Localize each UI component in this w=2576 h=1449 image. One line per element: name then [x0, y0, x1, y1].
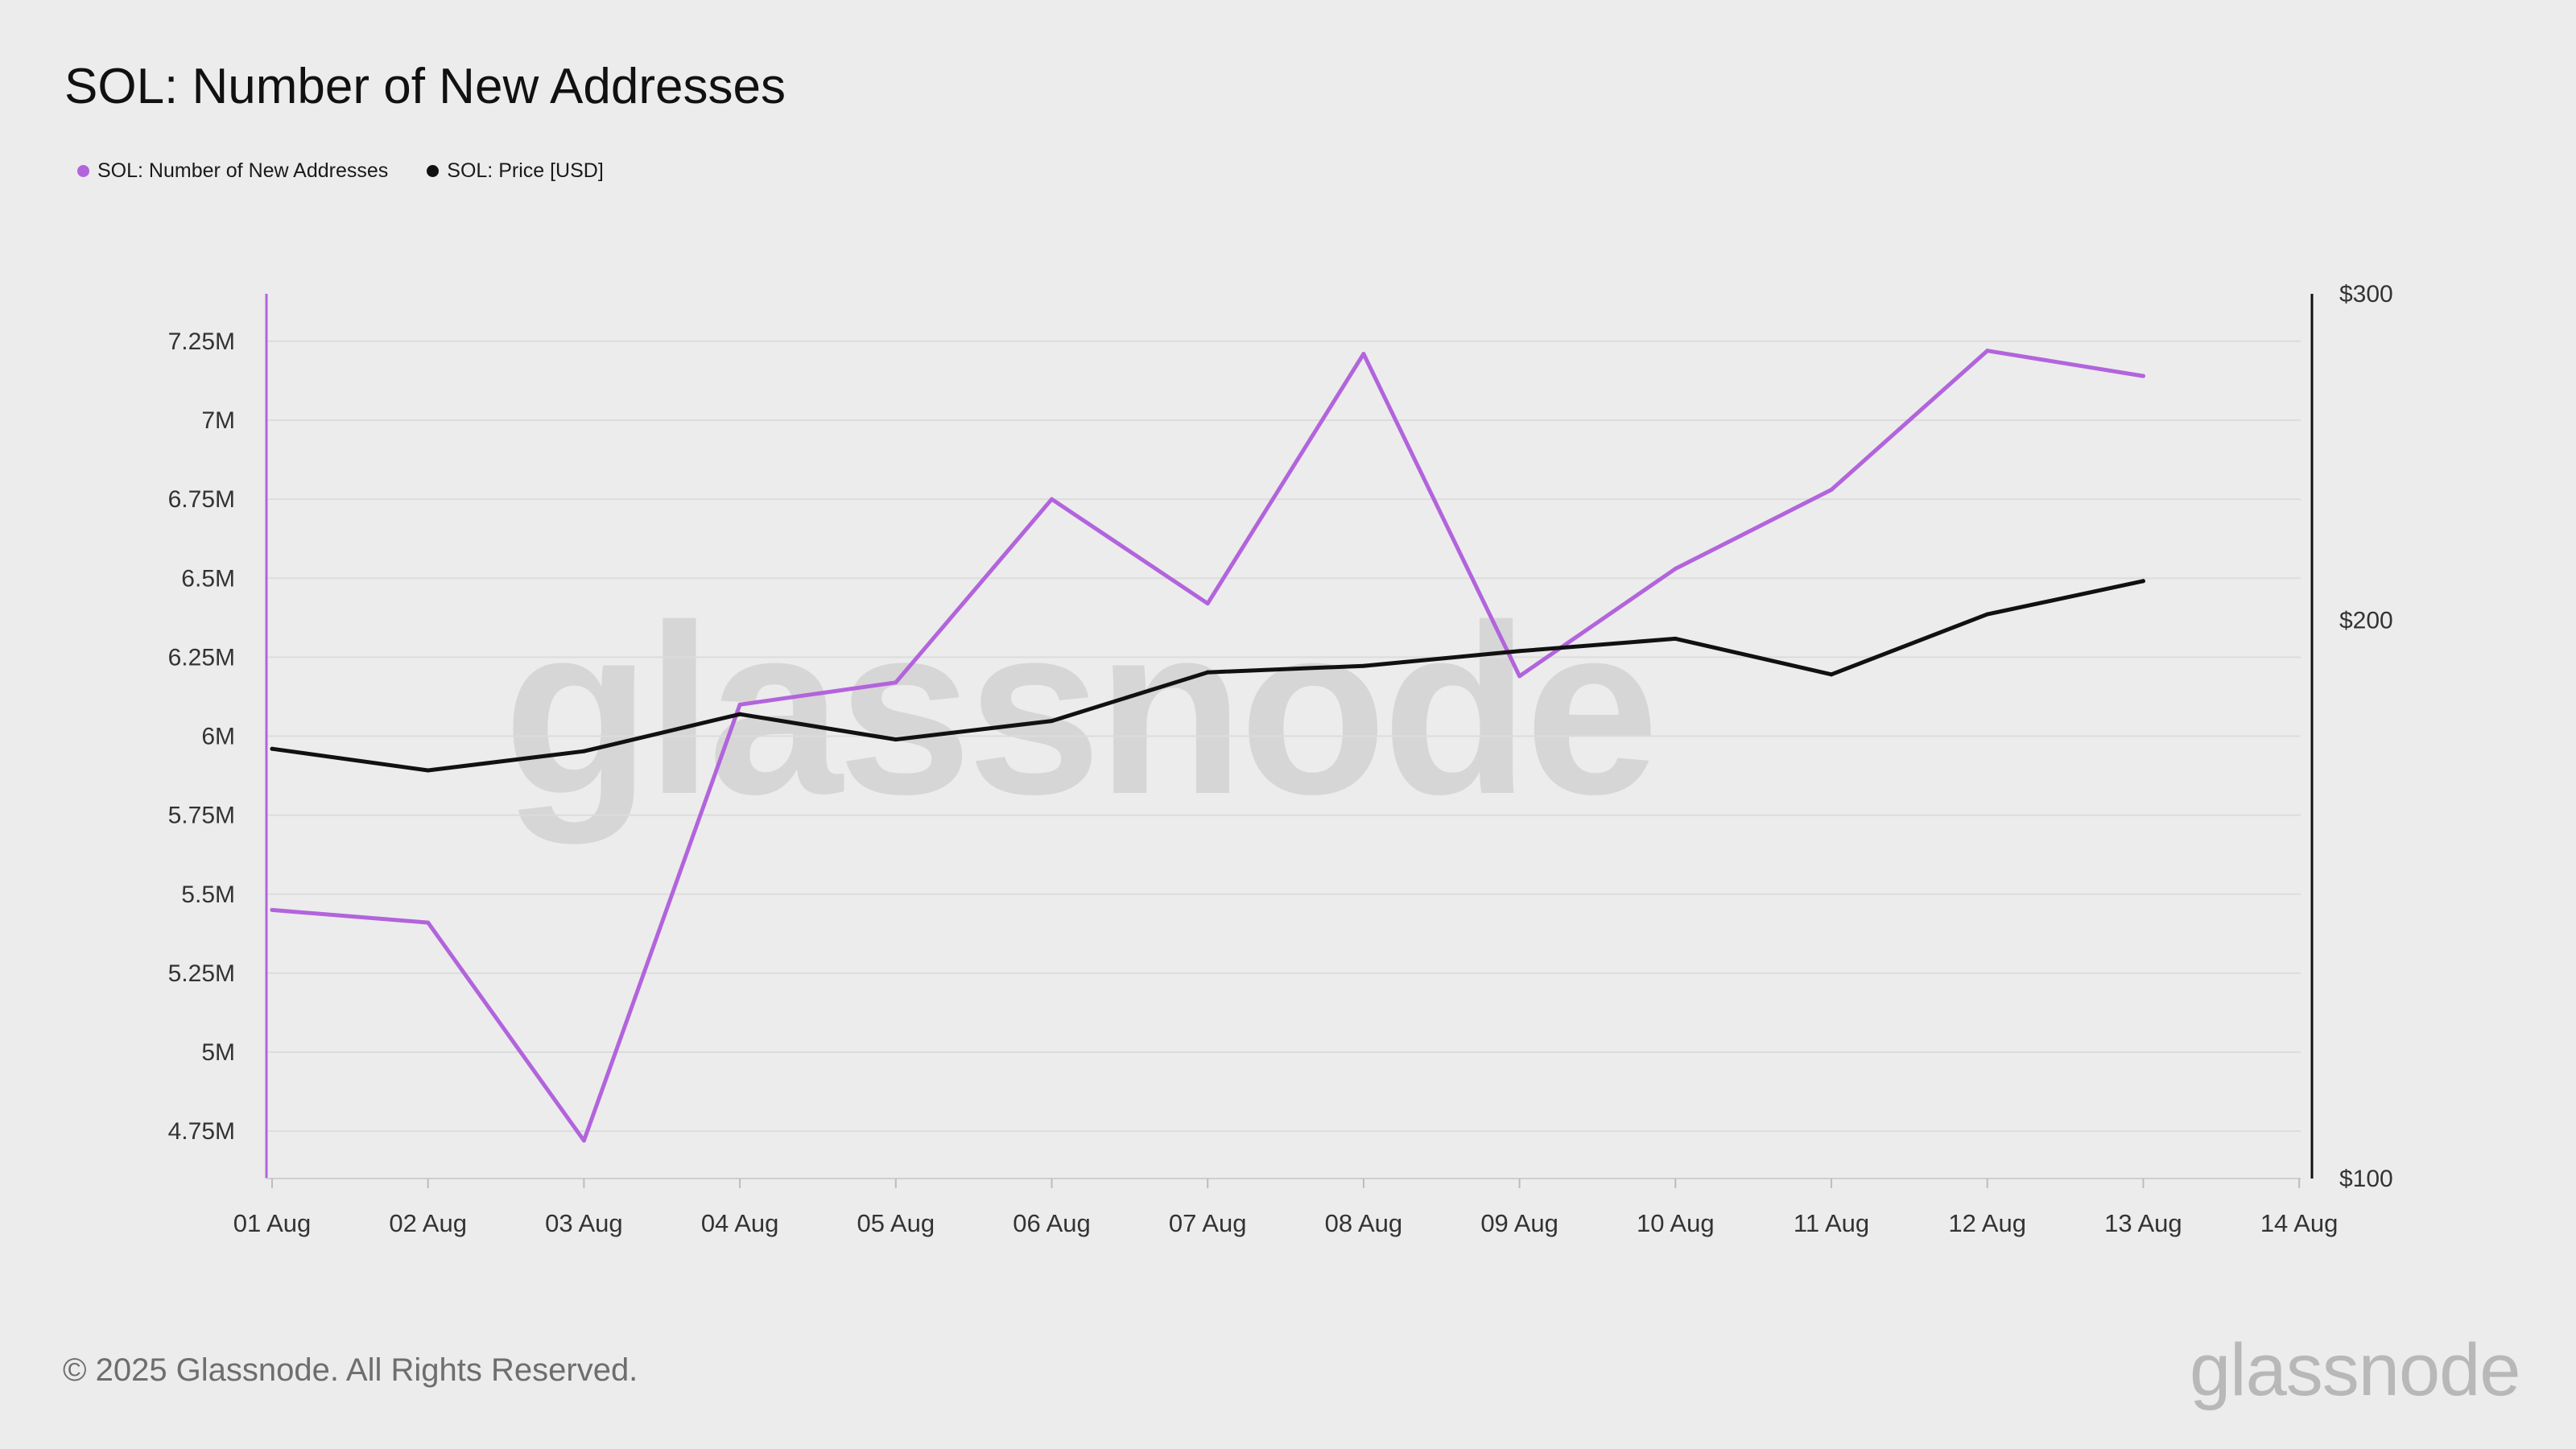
x-tick-label: 03 Aug [545, 1209, 623, 1237]
chart-title: SOL: Number of New Addresses [64, 59, 786, 114]
y-left-tick-label: 7M [201, 407, 235, 434]
data-point-new-addresses [1673, 566, 1678, 571]
data-point-new-addresses [1050, 497, 1054, 502]
y-left-tick-label: 6.5M [181, 565, 235, 592]
data-point-new-addresses [737, 702, 742, 707]
data-point-new-addresses [1829, 487, 1834, 492]
data-point-price [1050, 719, 1054, 724]
y-left-tick-label: 4.75M [168, 1118, 235, 1145]
y-left-tick-label: 5M [201, 1039, 235, 1066]
x-tick-label: 13 Aug [2104, 1209, 2182, 1237]
data-point-price [1985, 612, 1990, 617]
data-point-new-addresses [1361, 352, 1366, 357]
watermark-text: glassnode [503, 574, 1654, 846]
x-tick-label: 01 Aug [233, 1209, 312, 1237]
legend-label-price: SOL: Price [USD] [447, 159, 604, 182]
data-point-price [581, 749, 586, 753]
data-point-price [270, 746, 275, 751]
data-point-new-addresses [894, 680, 898, 685]
data-point-new-addresses [2140, 374, 2145, 378]
data-point-new-addresses [1985, 349, 1990, 353]
data-point-new-addresses [1517, 674, 1522, 679]
data-point-new-addresses [1205, 601, 1210, 606]
copyright-footer: © 2025 Glassnode. All Rights Reserved. [63, 1352, 638, 1388]
y-left-tick-label: 6M [201, 724, 235, 750]
x-tick-label: 05 Aug [857, 1209, 935, 1237]
data-point-price [1517, 649, 1522, 654]
x-tick-label: 12 Aug [1948, 1209, 2026, 1237]
x-tick-label: 14 Aug [2260, 1209, 2339, 1237]
y-left-tick-label: 5.75M [168, 803, 235, 829]
chart-legend: SOL: Number of New Addresses SOL: Price … [77, 159, 604, 183]
y-left-tick-label: 5.25M [168, 960, 235, 987]
data-point-new-addresses [426, 920, 431, 925]
y-left-tick-label: 6.25M [168, 644, 235, 671]
legend-dot-price [427, 165, 440, 177]
x-tick-label: 04 Aug [701, 1209, 779, 1237]
x-tick-label: 07 Aug [1169, 1209, 1247, 1237]
y-left-tick-label: 6.75M [168, 486, 235, 513]
y-right-tick-label: $300 [2339, 281, 2393, 308]
data-point-price [1361, 663, 1366, 668]
y-left-tick-label: 5.5M [181, 881, 235, 908]
x-tick-label: 06 Aug [1013, 1209, 1091, 1237]
data-point-price [1829, 672, 1834, 677]
data-point-price [1673, 636, 1678, 641]
data-point-price [894, 737, 898, 742]
legend-item-price[interactable]: SOL: Price [USD] [427, 159, 604, 183]
data-point-price [737, 712, 742, 716]
x-tick-label: 10 Aug [1637, 1209, 1715, 1237]
x-tick-label: 02 Aug [389, 1209, 467, 1237]
y-right-tick-label: $100 [2339, 1166, 2393, 1192]
glassnode-logo: glassnode [2190, 1329, 2520, 1411]
y-right-tick-label: $200 [2339, 608, 2393, 634]
legend-item-new-addresses[interactable]: SOL: Number of New Addresses [77, 159, 388, 183]
x-tick-label: 08 Aug [1325, 1209, 1403, 1237]
legend-label-new-addresses: SOL: Number of New Addresses [97, 159, 389, 182]
data-point-price [426, 768, 431, 773]
legend-dot-new-addresses [77, 165, 89, 177]
data-point-price [1205, 670, 1210, 675]
y-left-tick-label: 7.25M [168, 328, 235, 355]
data-point-price [2140, 579, 2145, 584]
data-point-new-addresses [581, 1138, 586, 1143]
x-tick-label: 09 Aug [1480, 1209, 1558, 1237]
x-tick-label: 11 Aug [1794, 1209, 1869, 1237]
data-point-new-addresses [270, 907, 275, 912]
